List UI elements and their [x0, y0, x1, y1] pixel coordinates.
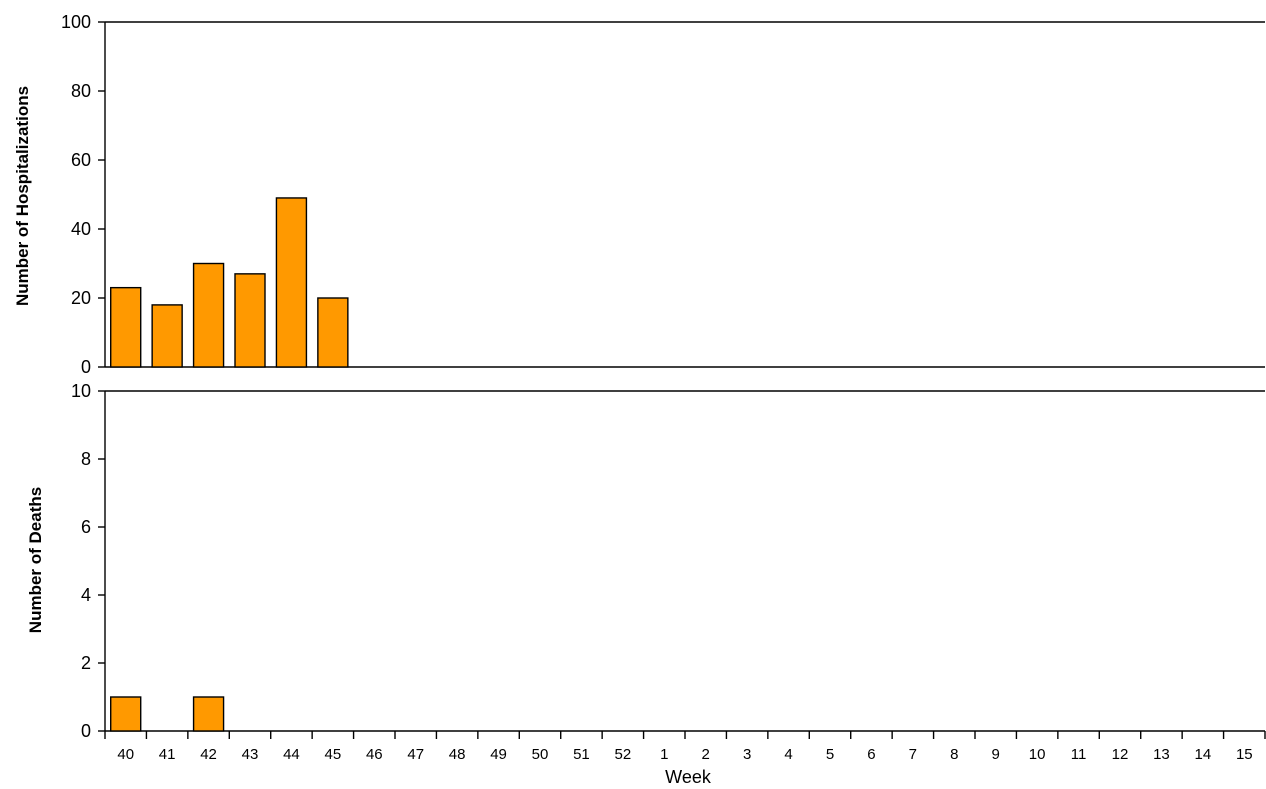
x-tick-label-week-13: 13 — [1153, 746, 1170, 763]
x-tick-label-week-8: 8 — [950, 746, 958, 763]
x-tick-label-week-14: 14 — [1195, 746, 1212, 763]
hosp-bar-week-42 — [192, 262, 225, 368]
x-tick-label-week-1: 1 — [660, 746, 668, 763]
hosp-y-tick-label: 60 — [71, 150, 91, 170]
x-tick-label-week-43: 43 — [242, 746, 259, 763]
x-tick-label-week-7: 7 — [909, 746, 917, 763]
hosp-y-tick-label: 40 — [71, 219, 91, 239]
x-tick-label-week-41: 41 — [159, 746, 176, 763]
hosp-bar-week-43 — [234, 273, 266, 368]
hosp-bar-week-45 — [317, 297, 349, 368]
deaths-bar-week-42 — [192, 696, 225, 732]
x-tick-label-week-9: 9 — [992, 746, 1000, 763]
x-tick-label-week-12: 12 — [1112, 746, 1129, 763]
deaths-y-tick-label: 4 — [81, 585, 91, 605]
x-tick-label-week-49: 49 — [490, 746, 507, 763]
x-tick-label-week-10: 10 — [1029, 746, 1046, 763]
hosp-bar-week-41 — [151, 304, 183, 368]
hosp-bar-week-44 — [275, 197, 308, 368]
x-tick-label-week-40: 40 — [117, 746, 134, 763]
x-tick-label-week-5: 5 — [826, 746, 834, 763]
x-tick-label-week-52: 52 — [615, 746, 632, 763]
x-tick-label-week-11: 11 — [1071, 746, 1087, 763]
x-axis-title: Week — [665, 767, 712, 787]
x-tick-label-week-3: 3 — [743, 746, 751, 763]
deaths-y-tick-label: 2 — [81, 653, 91, 673]
x-tick-label-week-51: 51 — [573, 746, 590, 763]
x-tick-label-week-2: 2 — [702, 746, 710, 763]
hospitalizations-y-axis-title: Number of Hospitalizations — [13, 86, 32, 306]
x-tick-label-week-46: 46 — [366, 746, 383, 763]
x-tick-label-week-44: 44 — [283, 746, 300, 763]
x-tick-label-week-4: 4 — [784, 746, 792, 763]
hospitalizations-panel: 0 20 40 60 80 100 — [61, 12, 1265, 377]
deaths-bar-week-40 — [110, 696, 142, 732]
hosp-y-tick-label: 0 — [81, 357, 91, 377]
deaths-y-tick-label: 6 — [81, 517, 91, 537]
x-tick-label-week-45: 45 — [325, 746, 342, 763]
deaths-y-tick-label: 10 — [71, 381, 91, 401]
deaths-y-tick-label: 8 — [81, 449, 91, 469]
x-tick-label-week-50: 50 — [532, 746, 549, 763]
x-tick-label-week-48: 48 — [449, 746, 466, 763]
hosp-y-tick-label: 100 — [61, 12, 91, 32]
deaths-y-tick-label: 0 — [81, 721, 91, 741]
hosp-bar-week-40 — [110, 286, 142, 368]
hosp-y-tick-label: 20 — [71, 288, 91, 308]
x-tick-label-week-15: 15 — [1236, 746, 1253, 763]
x-tick-label-week-47: 47 — [407, 746, 424, 763]
deaths-y-axis-title: Number of Deaths — [26, 487, 45, 633]
hosp-y-tick-label: 80 — [71, 81, 91, 101]
x-tick-label-week-6: 6 — [867, 746, 875, 763]
x-tick-label-week-42: 42 — [200, 746, 217, 763]
